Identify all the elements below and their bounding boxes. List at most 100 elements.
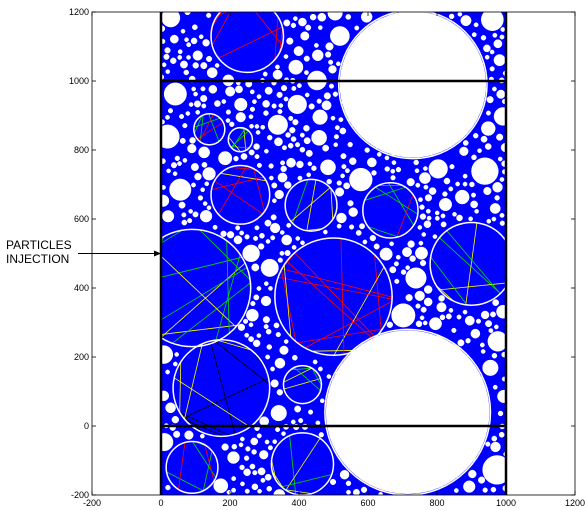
grain-small	[182, 158, 188, 163]
trajectory-segment	[218, 165, 247, 215]
grain-small	[184, 430, 194, 440]
axes: -200 0 200 400 600 800 1000 1200 -200 0 200 400 600 8…	[69, 7, 585, 508]
y-tick-label: 800	[74, 145, 89, 155]
trajectory-segment	[306, 179, 317, 231]
grain-small	[265, 239, 271, 244]
grain-small	[250, 300, 256, 307]
grain-small	[406, 178, 415, 187]
grain-small	[283, 54, 289, 59]
grain-small	[231, 487, 237, 493]
grain-small	[424, 194, 432, 202]
grain-small	[480, 35, 487, 41]
grain-small	[190, 37, 198, 45]
grain-small	[160, 345, 174, 364]
grain-small	[255, 130, 261, 135]
grain-small	[277, 109, 283, 115]
grain-small	[483, 44, 491, 53]
trajectory-segment	[279, 28, 284, 53]
grain-small	[328, 59, 334, 65]
grain-small	[415, 182, 421, 188]
grain-small	[349, 157, 357, 165]
grain-small	[233, 235, 243, 245]
grain-small	[304, 70, 309, 75]
grain-small	[438, 295, 445, 302]
injection-annotation: PARTICLES INJECTION	[6, 238, 161, 266]
trajectory-segment	[160, 236, 165, 248]
trajectory-segment	[178, 442, 186, 490]
grain-small	[423, 184, 429, 190]
grain-small	[364, 147, 370, 153]
grain-small	[329, 478, 337, 486]
trajectory-segment	[218, 26, 283, 59]
grain-small	[267, 134, 273, 141]
grain-small	[345, 14, 352, 20]
grain-large	[270, 432, 335, 495]
grain-small	[485, 320, 492, 328]
grain-small	[183, 69, 189, 76]
trajectory-segment	[212, 12, 222, 27]
grain-small	[419, 204, 425, 210]
grain-small	[493, 107, 508, 126]
grain-small	[309, 13, 317, 21]
grain-small	[314, 43, 319, 48]
grain-small	[220, 230, 227, 237]
x-tick-label: 400	[291, 498, 306, 508]
grain-small	[462, 181, 468, 187]
grain-small	[308, 103, 315, 110]
grain-small	[489, 203, 501, 214]
grain-small	[491, 435, 498, 442]
grain-small	[474, 208, 479, 214]
grain-small	[391, 303, 416, 328]
grain-large	[429, 221, 508, 306]
trajectory-segment	[229, 167, 255, 170]
grain-small	[455, 181, 460, 187]
grain-small	[174, 352, 180, 357]
grain-small	[312, 49, 324, 62]
grain-small	[165, 114, 170, 120]
grain-small	[386, 321, 393, 328]
grain-small	[249, 463, 256, 470]
grain-small	[333, 134, 339, 140]
trajectory-segment	[311, 349, 358, 352]
grain-small	[336, 180, 342, 186]
grain-small	[192, 211, 199, 218]
grain-small	[321, 100, 332, 111]
y-tick-label: -200	[71, 490, 89, 500]
grain-small	[478, 476, 486, 484]
trajectory-segment	[136, 239, 159, 306]
grain-small	[174, 155, 180, 161]
grain-small	[316, 98, 322, 104]
grain-small	[343, 182, 351, 190]
grain-small	[290, 136, 297, 142]
grain-small	[341, 164, 347, 170]
grain-small	[493, 39, 503, 49]
grain-small	[270, 222, 281, 234]
grain-small	[229, 121, 235, 127]
grain-small	[225, 109, 231, 115]
trajectory-segment	[210, 340, 236, 435]
grain-small	[448, 308, 454, 313]
grain-small	[417, 225, 423, 230]
grain-small	[271, 103, 277, 109]
grain-small	[425, 208, 431, 214]
trajectory-segment	[430, 256, 468, 306]
grain-small	[254, 154, 260, 160]
trajectory-segment	[193, 115, 203, 134]
grain-small	[262, 316, 270, 324]
grain-large	[274, 237, 393, 357]
grain-small	[200, 94, 208, 103]
grain-small	[260, 477, 266, 483]
grain-small	[276, 389, 283, 396]
grain-small	[335, 187, 345, 197]
grain-small	[490, 311, 496, 318]
grain-small	[500, 27, 506, 32]
grain-small	[252, 99, 257, 104]
grain-small	[260, 295, 272, 307]
grain-small	[492, 182, 503, 193]
y-tick-label: 400	[74, 283, 89, 293]
grain-small	[244, 488, 250, 494]
grain-small	[452, 211, 457, 217]
grain-small	[484, 143, 492, 150]
trajectory-segment	[208, 113, 220, 142]
grain-small	[253, 235, 259, 241]
